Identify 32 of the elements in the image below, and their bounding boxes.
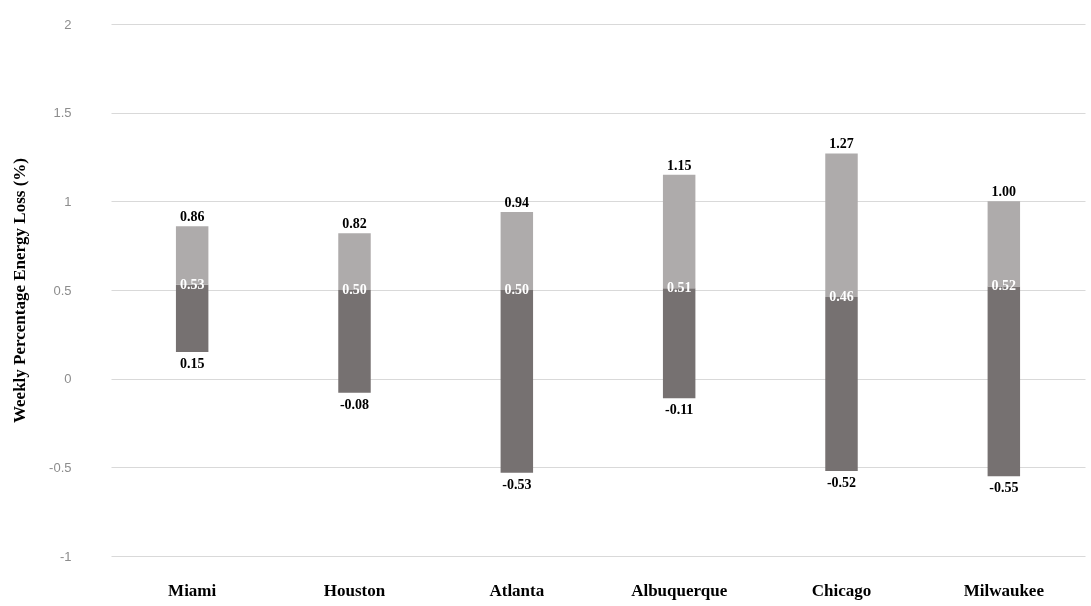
annotation: 0.46 [829,289,854,305]
x-tick-label: Albuquerque [631,580,728,600]
y-tick-label: 1.5 [53,105,72,121]
y-tick-label: 0 [64,371,72,387]
annotation: 0.51 [666,280,692,296]
annotation: -0.11 [664,402,694,418]
annotation: 0.52 [991,278,1017,294]
annotation: 0.50 [504,282,530,297]
y-axis-title: Weekly Percentage Energy Loss (%) [10,157,30,424]
annotation: -0.08 [339,396,370,412]
annotation: -0.52 [826,474,857,490]
annotation: 0.82 [342,216,367,232]
y-tick-label: 1 [64,193,72,209]
annotation: -0.55 [989,480,1019,496]
annotation: 0.53 [179,276,205,292]
y-tick-label: 0.5 [53,282,72,298]
annotation: 1.00 [991,184,1017,200]
y-tick-label: 2 [64,16,72,32]
annotation: 0.86 [179,209,205,225]
annotation: 1.15 [666,157,692,173]
annotation: 0.50 [342,282,367,297]
x-tick-label: Houston [323,580,386,600]
annotation: -0.53 [502,476,532,492]
annotation: 0.15 [179,356,205,372]
x-tick-label: Miami [168,580,217,600]
annotation: 0.94 [504,194,530,210]
y-tick-label: -1 [59,548,72,564]
x-tick-label: Atlanta [489,580,545,600]
annotation: 1.27 [829,136,854,152]
y-tick-label: -0.5 [49,459,72,475]
x-tick-label: Chicago [811,580,872,600]
x-tick-label: Milwaukee [963,580,1045,600]
